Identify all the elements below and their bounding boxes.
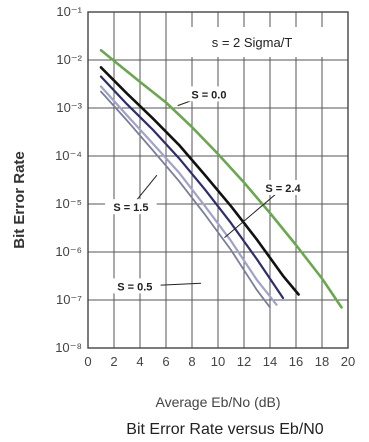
x-tick-label: 4 [136,354,143,369]
curve-label-bg [257,180,309,195]
x-tick-label: 0 [84,354,91,369]
y-tick-label: 10⁻⁸ [55,340,82,355]
x-axis-label: Average Eb/No (dB) [155,394,280,410]
series-line-4 [99,85,278,306]
x-tick-label: 20 [341,354,355,369]
x-tick-label: 16 [289,354,303,369]
x-tick-label: 10 [211,354,225,369]
curve-label-bg [109,278,161,294]
annotation-text: s = 2 Sigma/T [212,35,293,50]
series-group [99,48,343,309]
series-line-3 [99,75,285,300]
curve-label: S = 0.5 [117,281,152,293]
chart-title: Bit Error Rate versus Eb/N0 [126,421,324,438]
series-line-2 [99,66,300,296]
x-tick-label: 12 [237,354,251,369]
y-tick-label: 10⁻¹ [56,4,82,19]
y-tick-labels: 10⁻¹ 10⁻² 10⁻³ 10⁻⁴ 10⁻⁵ 10⁻⁶ 10⁻⁷ 10⁻⁸ [55,4,83,355]
series-line-1 [99,48,343,309]
curve-label-bg [105,199,157,215]
y-axis-label: Bit Error Rate [11,151,28,249]
y-tick-label: 10⁻³ [56,100,82,115]
plot-frame [87,11,349,349]
x-tick-label: 8 [188,354,195,369]
curve-label: S = 1.5 [113,202,148,214]
curve-label: S = 2.4 [265,183,301,195]
curve-labels: S = 0.0 S = 1.5 S = 2.4 S = 0.5 [105,86,309,294]
y-tick-label: 10⁻⁴ [55,148,82,163]
curve-label-bg [183,86,235,102]
x-tick-label: 6 [162,354,169,369]
curve-label-leader [224,187,284,238]
y-tick-label: 10⁻² [56,52,82,67]
series-line-5 [100,90,271,309]
x-tick-labels: 0 2 4 6 8 10 12 14 16 18 20 [84,354,355,369]
annotation-box [180,27,324,57]
x-tick-label: 18 [315,354,329,369]
x-tick-label: 2 [110,354,117,369]
y-tick-label: 10⁻⁷ [56,292,82,307]
y-tick-label: 10⁻⁶ [55,244,82,259]
curve-label: S = 0.0 [191,89,226,101]
y-tick-label: 10⁻⁵ [55,196,82,211]
x-tick-label: 14 [263,354,277,369]
